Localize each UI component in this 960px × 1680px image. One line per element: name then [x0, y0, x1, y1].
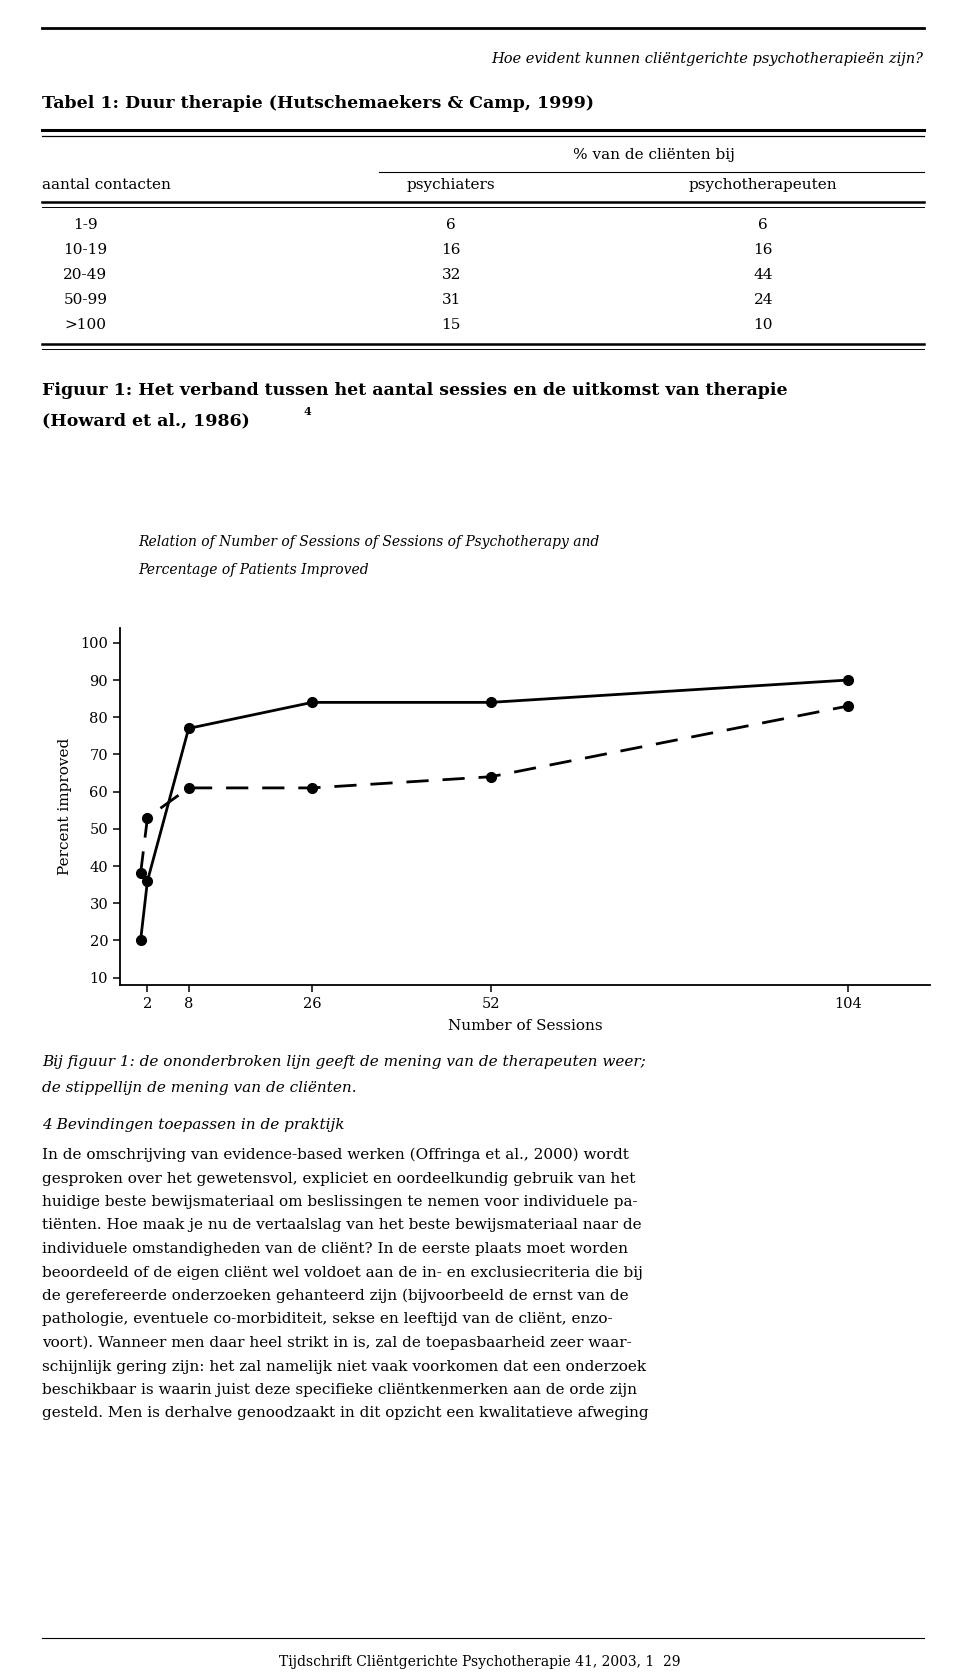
Text: voort). Wanneer men daar heel strikt in is, zal de toepasbaarheid zeer waar-: voort). Wanneer men daar heel strikt in … [42, 1336, 632, 1351]
Text: de stippellijn de mening van de cliënten.: de stippellijn de mening van de cliënten… [42, 1080, 357, 1095]
Text: Figuur 1: Het verband tussen het aantal sessies en de uitkomst van therapie: Figuur 1: Het verband tussen het aantal … [42, 381, 788, 398]
Text: 10: 10 [754, 318, 773, 333]
Text: Tabel 1: Duur therapie (Hutschemaekers & Camp, 1999): Tabel 1: Duur therapie (Hutschemaekers &… [42, 96, 594, 113]
Text: 20-49: 20-49 [63, 269, 108, 282]
Text: 4 Bevindingen toepassen in de praktijk: 4 Bevindingen toepassen in de praktijk [42, 1117, 345, 1132]
X-axis label: Number of Sessions: Number of Sessions [447, 1020, 602, 1033]
Text: psychotherapeuten: psychotherapeuten [689, 178, 837, 192]
Text: 10-19: 10-19 [63, 244, 108, 257]
Text: Percentage of Patients Improved: Percentage of Patients Improved [138, 563, 369, 576]
Text: 1-9: 1-9 [73, 218, 98, 232]
Text: huidige beste bewijsmateriaal om beslissingen te nemen voor individuele pa-: huidige beste bewijsmateriaal om besliss… [42, 1194, 637, 1210]
Text: de gerefereerde onderzoeken gehanteerd zijn (bijvoorbeeld de ernst van de: de gerefereerde onderzoeken gehanteerd z… [42, 1289, 629, 1304]
Text: 6: 6 [446, 218, 456, 232]
Text: gesteld. Men is derhalve genoodzaakt in dit opzicht een kwalitatieve afweging: gesteld. Men is derhalve genoodzaakt in … [42, 1406, 649, 1421]
Text: schijnlijk gering zijn: het zal namelijk niet vaak voorkomen dat een onderzoek: schijnlijk gering zijn: het zal namelijk… [42, 1359, 646, 1374]
Text: psychiaters: psychiaters [407, 178, 495, 192]
Y-axis label: Percent improved: Percent improved [58, 738, 72, 875]
Text: tiënten. Hoe maak je nu de vertaalslag van het beste bewijsmateriaal naar de: tiënten. Hoe maak je nu de vertaalslag v… [42, 1218, 642, 1233]
Text: 16: 16 [754, 244, 773, 257]
Text: 24: 24 [754, 292, 773, 307]
Text: beschikbaar is waarin juist deze specifieke cliëntkenmerken aan de orde zijn: beschikbaar is waarin juist deze specifi… [42, 1383, 637, 1398]
Text: 4: 4 [303, 407, 311, 417]
Text: aantal contacten: aantal contacten [42, 178, 171, 192]
Text: 31: 31 [442, 292, 461, 307]
Text: Relation of Number of Sessions of Sessions of Psychotherapy and: Relation of Number of Sessions of Sessio… [138, 534, 599, 549]
Text: In de omschrijving van evidence-based werken (Offringa et al., 2000) wordt: In de omschrijving van evidence-based we… [42, 1147, 629, 1163]
Text: >100: >100 [64, 318, 107, 333]
Text: Tijdschrift Cliëntgerichte Psychotherapie 41, 2003, 1  29: Tijdschrift Cliëntgerichte Psychotherapi… [279, 1655, 681, 1668]
Text: individuele omstandigheden van de cliënt? In de eerste plaats moet worden: individuele omstandigheden van de cliënt… [42, 1242, 628, 1257]
Text: 50-99: 50-99 [63, 292, 108, 307]
Text: pathologie, eventuele co-morbiditeit, sekse en leeftijd van de cliënt, enzo-: pathologie, eventuele co-morbiditeit, se… [42, 1312, 612, 1327]
Text: Bij figuur 1: de ononderbroken lijn geeft de mening van de therapeuten weer;: Bij figuur 1: de ononderbroken lijn geef… [42, 1055, 646, 1068]
Text: 6: 6 [758, 218, 768, 232]
Text: % van de cliënten bij: % van de cliënten bij [573, 148, 734, 161]
Text: 44: 44 [754, 269, 773, 282]
Text: beoordeeld of de eigen cliënt wel voldoet aan de in- en exclusiecriteria die bij: beoordeeld of de eigen cliënt wel voldoe… [42, 1265, 643, 1280]
Text: 32: 32 [442, 269, 461, 282]
Text: (Howard et al., 1986): (Howard et al., 1986) [42, 412, 250, 428]
Text: 15: 15 [442, 318, 461, 333]
Text: 16: 16 [442, 244, 461, 257]
Text: gesproken over het gewetensvol, expliciet en oordeelkundig gebruik van het: gesproken over het gewetensvol, explicie… [42, 1171, 636, 1186]
Text: Hoe evident kunnen cliëntgerichte psychotherapieën zijn?: Hoe evident kunnen cliëntgerichte psycho… [492, 52, 924, 66]
